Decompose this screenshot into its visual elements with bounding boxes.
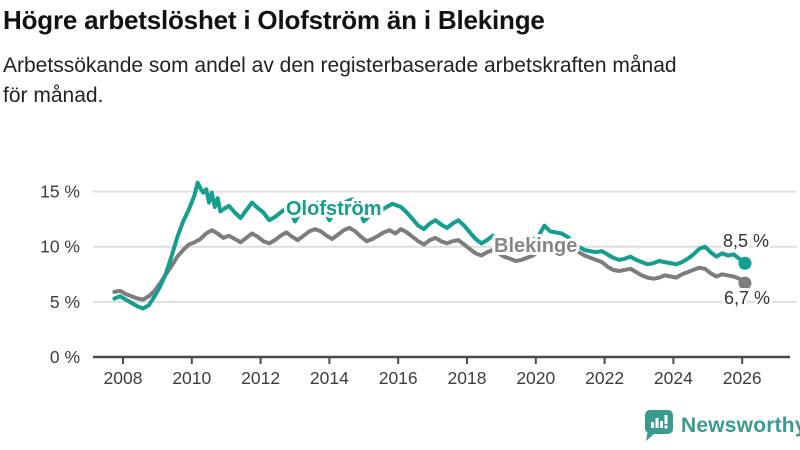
series-line-olofström — [112, 180, 747, 311]
end-value-label-olofstrom: 8,5 % — [723, 231, 769, 251]
newsworthy-logo-icon — [644, 410, 673, 441]
x-axis-label-2008: 2008 — [104, 368, 143, 388]
brand-footer: Newsworthy — [644, 409, 800, 442]
series-line-blekinge — [112, 225, 747, 302]
x-axis-label-2014: 2014 — [310, 368, 349, 388]
x-axis-label-2026: 2026 — [723, 368, 762, 388]
chart-header: Högre arbetslöshet i Olofström än i Blek… — [3, 4, 797, 111]
page-title: Högre arbetslöshet i Olofström än i Blek… — [3, 5, 545, 35]
logo-exclamation-dot — [664, 425, 668, 429]
y-axis-label-5: 5 % — [50, 292, 80, 312]
chart-subtitle: Arbetssökande som andel av den registerb… — [3, 53, 677, 107]
x-axis-label-2024: 2024 — [654, 368, 693, 388]
logo-bar-2 — [655, 418, 659, 428]
x-axis-label-2016: 2016 — [379, 368, 418, 388]
y-axis-label-15: 15 % — [40, 182, 80, 202]
x-axis-label-2012: 2012 — [241, 368, 280, 388]
x-axis-label-2010: 2010 — [172, 368, 211, 388]
series-label-blekinge: Blekinge — [494, 235, 577, 257]
speech-bubble-shape — [644, 410, 673, 441]
series-end-dot-olofström — [738, 256, 752, 270]
x-axis-label-2020: 2020 — [516, 368, 555, 388]
y-axis-label-0: 0 % — [50, 347, 80, 367]
series-end-dot-blekinge — [738, 276, 752, 290]
logo-bar-1 — [651, 422, 654, 428]
x-axis-label-2022: 2022 — [585, 368, 624, 388]
y-axis-label-10: 10 % — [40, 237, 80, 257]
logo-bar-3 — [660, 421, 663, 428]
series-label-olofstrom: Olofström — [286, 198, 382, 220]
brand-name: Newsworthy — [681, 413, 800, 437]
x-axis-label-2018: 2018 — [448, 368, 487, 388]
end-value-label-blekinge: 6,7 % — [724, 288, 770, 308]
logo-exclamation-bar — [664, 415, 668, 424]
